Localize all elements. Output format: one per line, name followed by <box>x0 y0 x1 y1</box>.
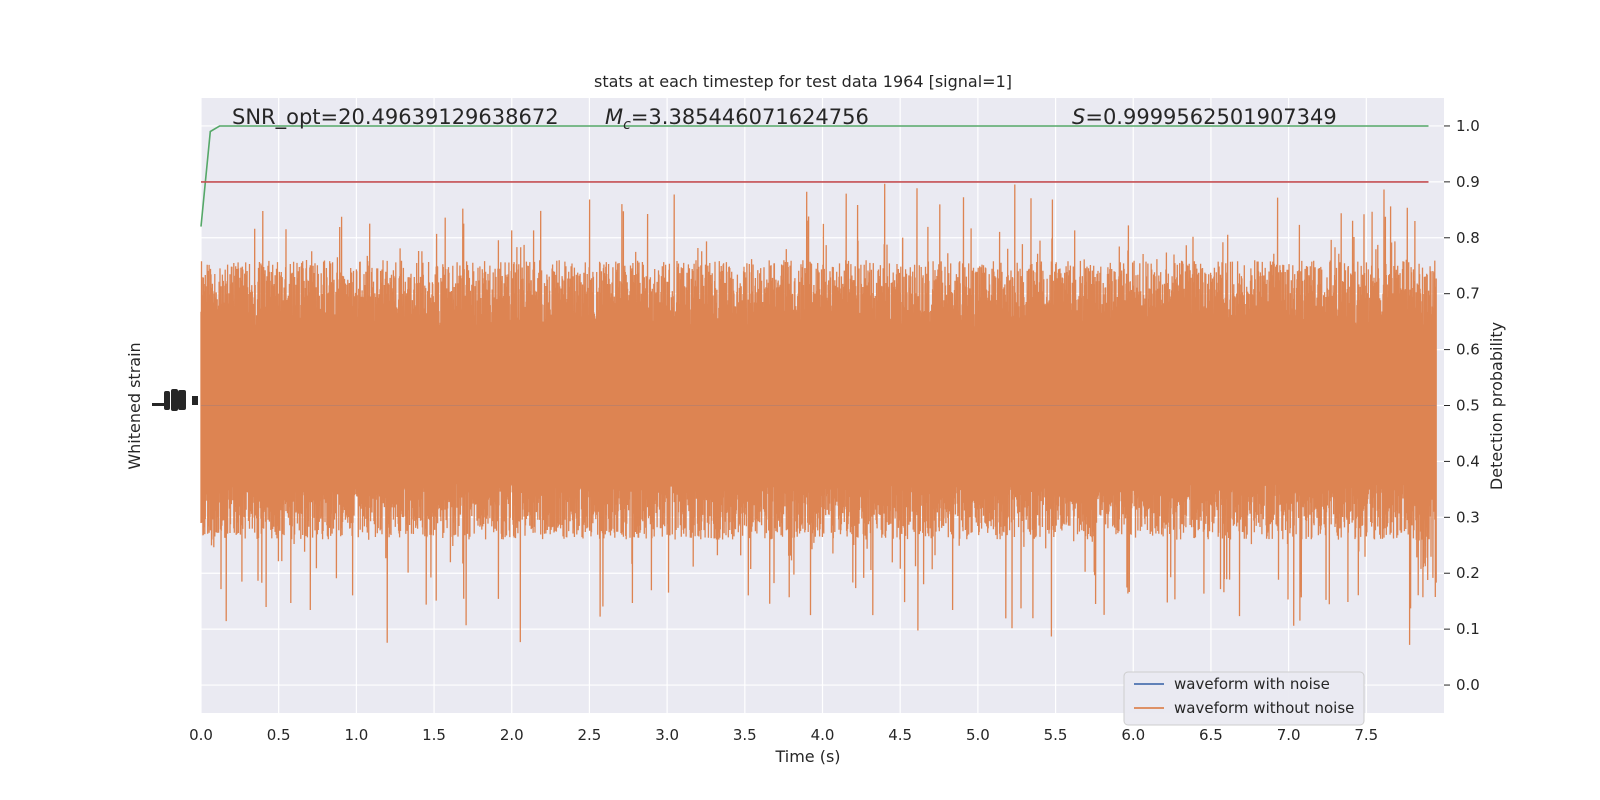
x-axis-label: Time (s) <box>774 747 840 766</box>
y-tick-label: 0.9 <box>1456 173 1480 191</box>
chirp-mass-symbol: M <box>605 105 623 129</box>
x-tick-label: 2.5 <box>578 726 602 744</box>
x-tick-label: 7.5 <box>1354 726 1378 744</box>
chirp-mass-subscript: c <box>623 117 631 133</box>
y-tick-label: 0.2 <box>1456 564 1480 582</box>
y-tick-label: 0.8 <box>1456 229 1480 247</box>
x-tick-label: 6.5 <box>1199 726 1223 744</box>
score-value: =0.9999562501907349 <box>1085 105 1336 129</box>
x-tick-label: 6.0 <box>1121 726 1145 744</box>
x-tick-label: 1.0 <box>344 726 368 744</box>
chirp-mass-annotation: Mc=3.385446071624756 <box>605 105 869 133</box>
x-tick-label: 0.0 <box>189 726 213 744</box>
y-tick-label: 0.6 <box>1456 341 1480 359</box>
x-tick-label: 3.5 <box>733 726 757 744</box>
right-y-axis-label: Detection probability <box>1487 322 1506 490</box>
right-y-tick-labels: 0.0 0.1 0.2 0.3 0.4 0.5 0.6 0.7 0.8 0.9 1.0 <box>1456 117 1480 694</box>
legend-label-noise: waveform with noise <box>1174 675 1330 693</box>
y-tick-label: 0.0 <box>1456 676 1480 694</box>
x-tick-label: 7.0 <box>1277 726 1301 744</box>
legend-label-clean: waveform without noise <box>1174 699 1354 717</box>
chirp-mass-value: =3.385446071624756 <box>631 105 869 129</box>
x-tick-label: 4.0 <box>811 726 835 744</box>
y-tick-label: 0.4 <box>1456 452 1480 470</box>
x-tick-label: 4.5 <box>888 726 912 744</box>
strain-series-layer <box>200 183 1437 645</box>
x-tick-label: 5.5 <box>1044 726 1068 744</box>
y-tick-label: 0.7 <box>1456 285 1480 303</box>
legend: waveform with noise waveform without noi… <box>1123 671 1365 726</box>
x-tick-labels: 0.0 0.5 1.0 1.5 2.0 2.5 3.0 3.5 4.0 4.5 5.0 5.5 6.0 6… <box>189 726 1378 744</box>
y-tick-label: 0.5 <box>1456 397 1480 415</box>
detection-probability-line <box>200 125 1429 227</box>
left-y-axis-label: Whitened strain <box>125 342 144 469</box>
x-tick-label: 1.5 <box>422 726 446 744</box>
snr-annotation: SNR_opt=20.49639129638672 <box>232 105 559 130</box>
probability-series-layer <box>200 125 1429 227</box>
y-tick-label: 0.1 <box>1456 620 1480 638</box>
strain-band-core <box>201 332 1437 479</box>
chart-title: stats at each timestep for test data 196… <box>594 72 1012 91</box>
x-tick-label: 0.5 <box>267 726 291 744</box>
x-tick-label: 3.0 <box>655 726 679 744</box>
score-annotation: S=0.9999562501907349 <box>1072 105 1337 129</box>
score-symbol: S <box>1072 105 1085 129</box>
x-tick-label: 2.0 <box>500 726 524 744</box>
y-tick-label: 0.3 <box>1456 508 1480 526</box>
left-axis-tick-cluster <box>152 389 198 411</box>
y-tick-label: 1.0 <box>1456 117 1480 135</box>
x-tick-label: 5.0 <box>966 726 990 744</box>
